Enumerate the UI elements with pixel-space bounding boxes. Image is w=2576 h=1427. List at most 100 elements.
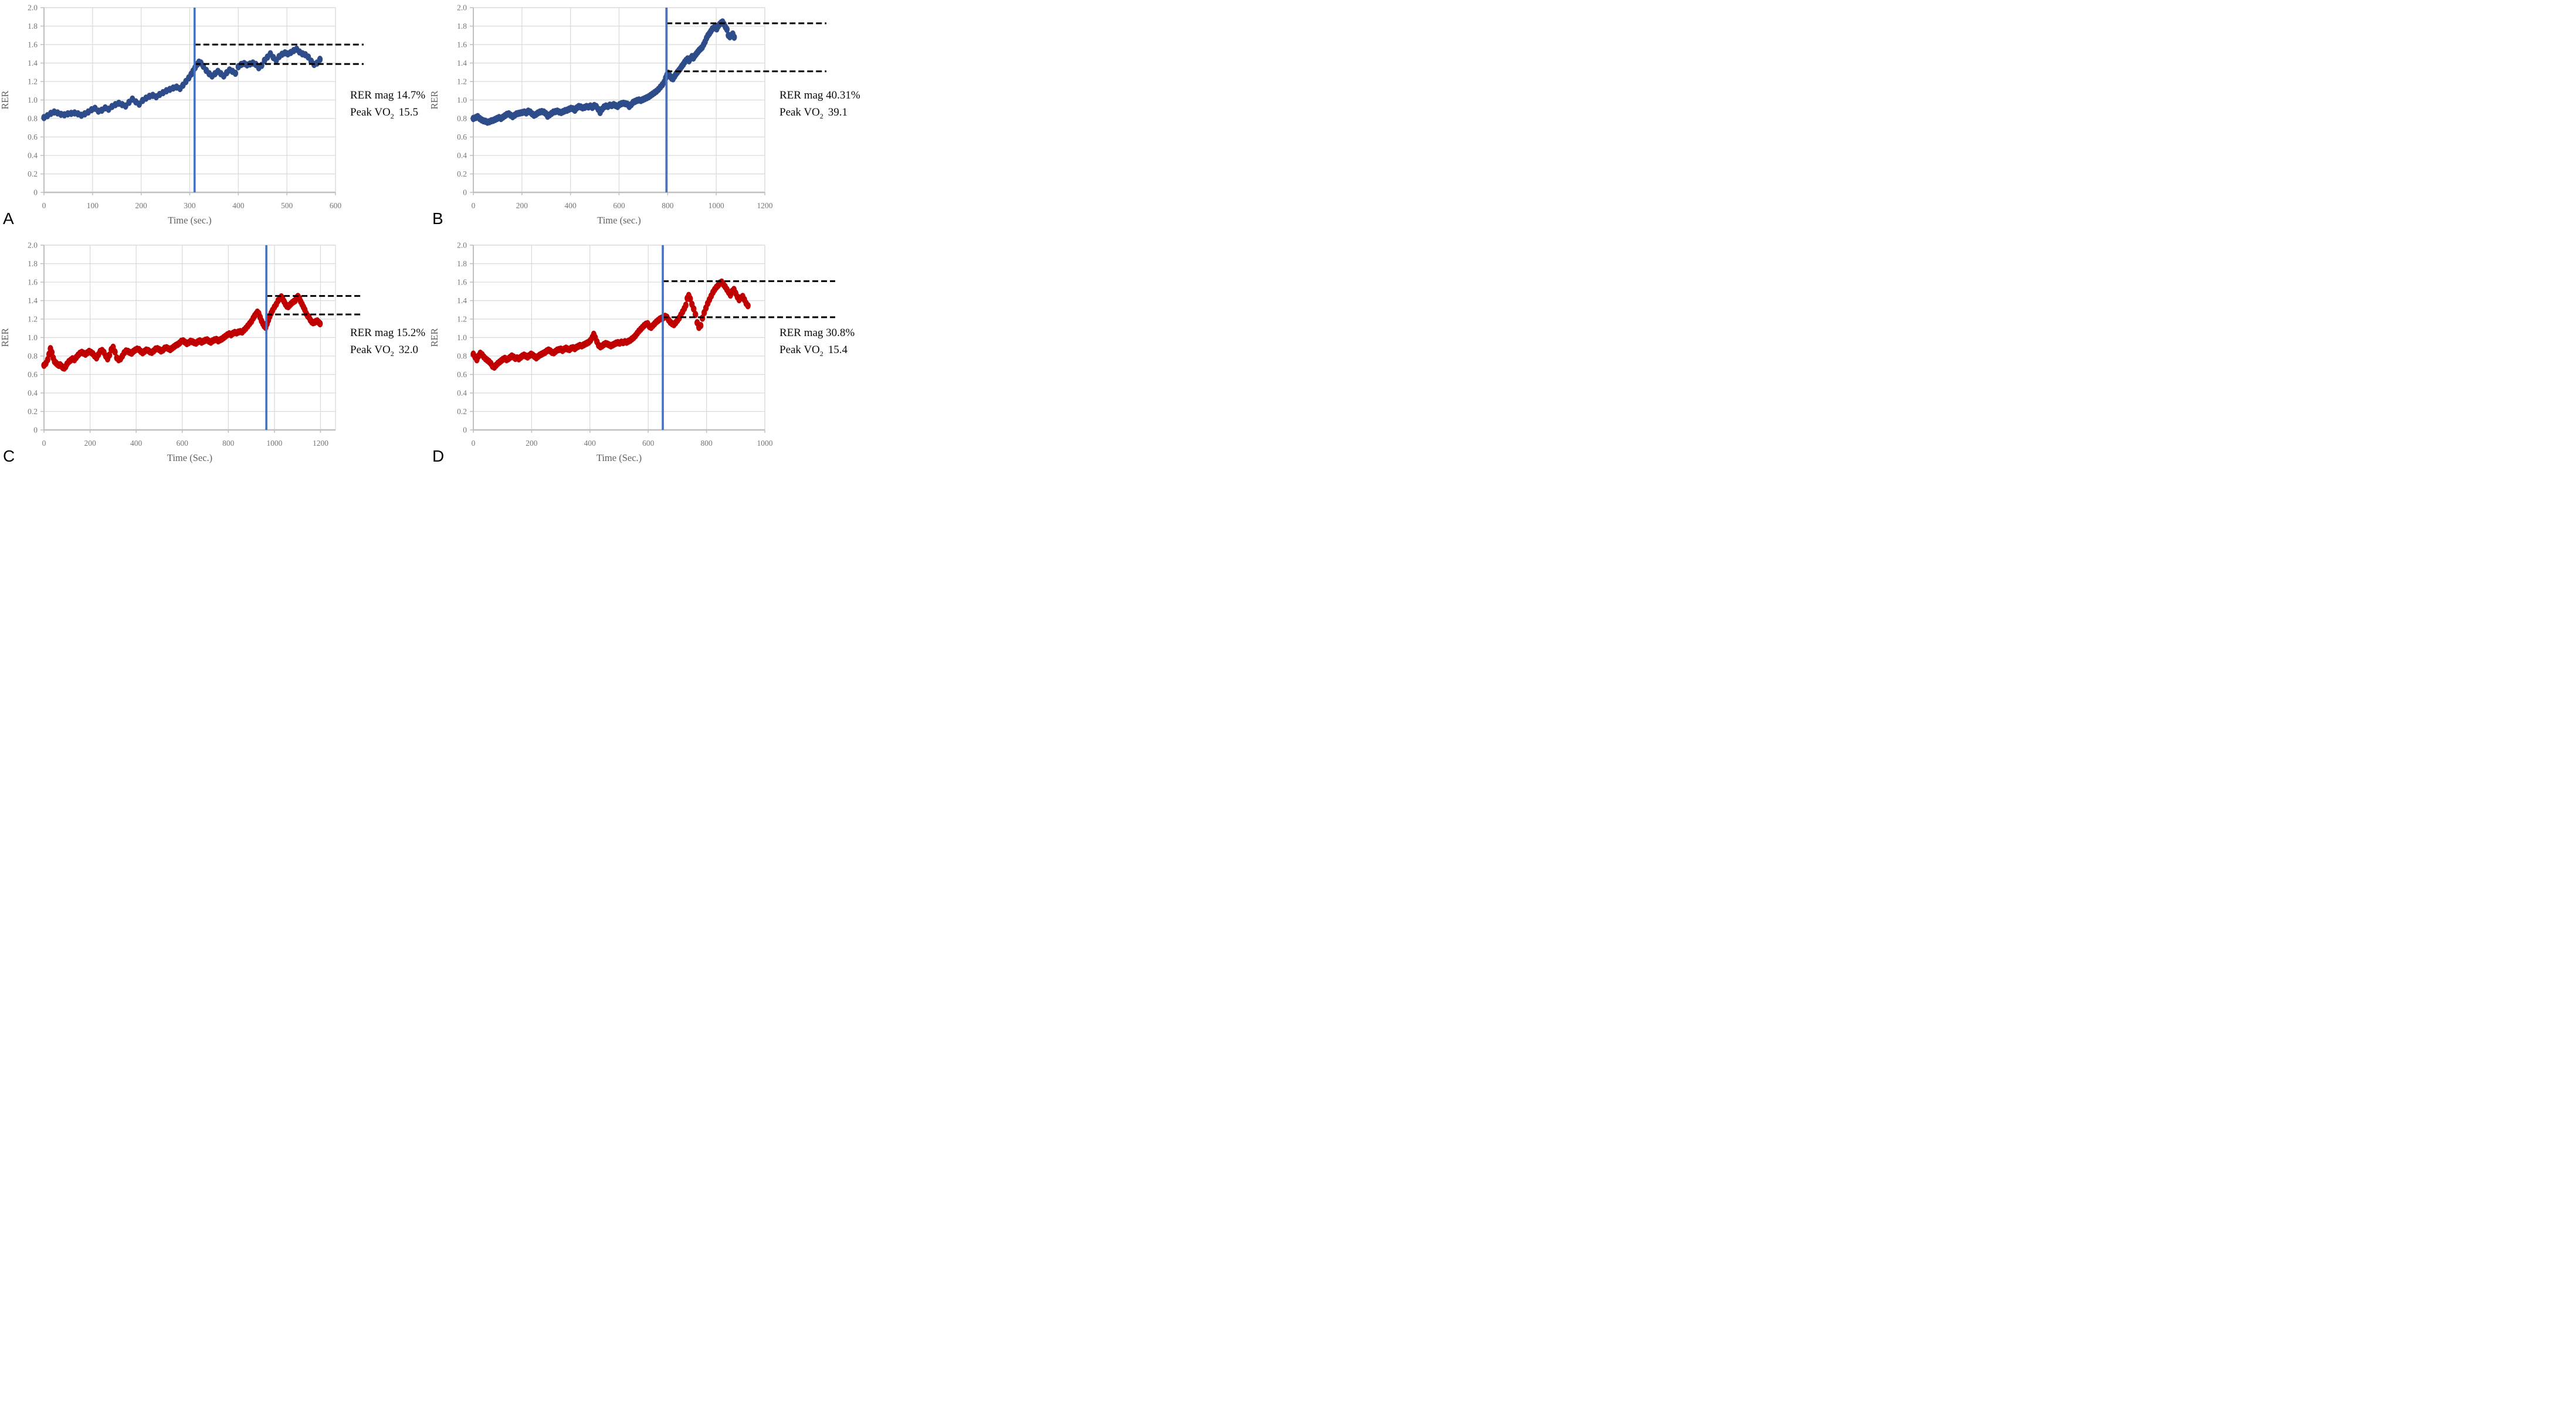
svg-text:400: 400 [584,439,596,448]
svg-text:1.0: 1.0 [457,333,467,342]
svg-text:0.2: 0.2 [28,407,38,416]
svg-text:0: 0 [42,439,46,448]
svg-text:0.4: 0.4 [28,151,38,160]
svg-text:400: 400 [232,201,245,210]
svg-text:1.0: 1.0 [457,96,467,104]
svg-text:RER: RER [429,328,440,347]
svg-text:1.6: 1.6 [28,40,38,49]
panel-letter-b: B [432,209,443,228]
svg-text:1200: 1200 [757,201,773,210]
panel-d: 0 0.2 0.4 0.6 0.8 1.0 1.2 1.4 1.6 1.8 2.0 0 200 400 60… [429,238,859,475]
svg-text:0.8: 0.8 [457,114,467,123]
rer-mag-text: RER mag 30.8% [779,327,855,339]
svg-text:1.8: 1.8 [457,259,467,268]
svg-text:1.0: 1.0 [28,333,38,342]
svg-text:0.4: 0.4 [28,389,38,398]
svg-text:1.6: 1.6 [28,278,38,287]
svg-text:800: 800 [700,439,713,448]
svg-text:1000: 1000 [266,439,282,448]
svg-text:0.2: 0.2 [457,407,467,416]
svg-text:0: 0 [463,426,467,435]
svg-text:500: 500 [281,201,293,210]
svg-text:1.6: 1.6 [457,278,467,287]
svg-text:0: 0 [472,201,476,210]
svg-text:0: 0 [472,439,476,448]
svg-text:1.4: 1.4 [457,296,467,305]
annotation-c: RER mag 15.2% Peak VO2 32.0 [350,325,432,358]
annotation-d: RER mag 30.8% Peak VO2 15.4 [779,325,862,358]
svg-text:600: 600 [642,439,655,448]
peak-vo2-text: Peak VO2 15.5 [350,106,419,120]
peak-vo2-text: Peak VO2 39.1 [779,106,848,120]
svg-text:2.0: 2.0 [457,4,467,12]
svg-text:0: 0 [42,201,46,210]
svg-text:200: 200 [516,201,528,210]
panel-c: 0 0.2 0.4 0.6 0.8 1.0 1.2 1.4 1.6 1.8 2.0 0 200 400 60… [0,238,429,475]
svg-text:0.6: 0.6 [28,370,38,379]
svg-text:0.4: 0.4 [457,151,467,160]
svg-text:1.8: 1.8 [28,22,38,30]
svg-text:0: 0 [33,426,38,435]
svg-text:RER: RER [0,90,11,109]
svg-text:0.8: 0.8 [457,352,467,361]
svg-text:1.4: 1.4 [28,296,38,305]
annotation-b: RER mag 40.31% Peak VO2 39.1 [779,87,862,121]
annotation-a: RER mag 14.7% Peak VO2 15.5 [350,87,432,121]
svg-text:RER: RER [0,328,11,347]
svg-text:1.2: 1.2 [457,315,467,324]
svg-text:2.0: 2.0 [457,241,467,250]
svg-text:400: 400 [130,439,143,448]
scatter-plot-c: 0 0.2 0.4 0.6 0.8 1.0 1.2 1.4 1.6 1.8 2.0 0 200 400 60… [0,241,361,463]
svg-text:0.2: 0.2 [457,170,467,178]
svg-text:2.0: 2.0 [28,241,38,250]
svg-text:200: 200 [135,201,148,210]
svg-text:600: 600 [177,439,189,448]
svg-text:Time (sec.): Time (sec.) [168,215,212,226]
svg-text:600: 600 [330,201,342,210]
rer-mag-text: RER mag 15.2% [350,327,426,339]
svg-text:Time (Sec.): Time (Sec.) [167,452,212,463]
svg-text:Time (Sec.): Time (Sec.) [596,452,642,463]
svg-text:0.8: 0.8 [28,114,38,123]
panel-a: 0 0.2 0.4 0.6 0.8 1.0 1.2 1.4 1.6 1.8 2.0 0 100 200 30… [0,0,429,238]
rer-mag-text: RER mag 40.31% [779,89,860,101]
svg-text:600: 600 [613,201,625,210]
panel-letter-d: D [432,447,445,465]
scatter-plot-d: 0 0.2 0.4 0.6 0.8 1.0 1.2 1.4 1.6 1.8 2.0 0 200 400 60… [429,241,835,463]
svg-text:1200: 1200 [313,439,328,448]
svg-text:0.4: 0.4 [457,389,467,398]
svg-text:1.2: 1.2 [28,315,38,324]
svg-text:0.6: 0.6 [457,370,467,379]
panel-letter-c: C [3,447,15,465]
svg-text:1000: 1000 [757,439,773,448]
svg-text:1.4: 1.4 [457,59,467,67]
svg-text:800: 800 [222,439,235,448]
svg-text:0: 0 [463,188,467,197]
scatter-plot-b: 0 0.2 0.4 0.6 0.8 1.0 1.2 1.4 1.6 1.8 2.0 0 200 400 60… [429,4,826,226]
svg-text:1000: 1000 [709,201,724,210]
svg-text:200: 200 [526,439,538,448]
scatter-plot-a: 0 0.2 0.4 0.6 0.8 1.0 1.2 1.4 1.6 1.8 2.0 0 100 200 30… [0,4,364,226]
rer-mag-text: RER mag 14.7% [350,89,426,101]
svg-text:1.2: 1.2 [28,77,38,86]
panel-b: 0 0.2 0.4 0.6 0.8 1.0 1.2 1.4 1.6 1.8 2.0 0 200 400 60… [429,0,862,238]
svg-text:RER: RER [429,90,440,109]
peak-vo2-text: Peak VO2 32.0 [350,343,419,358]
svg-text:0: 0 [33,188,38,197]
svg-text:400: 400 [565,201,577,210]
svg-text:1.0: 1.0 [28,96,38,104]
svg-text:0.6: 0.6 [28,133,38,141]
svg-text:300: 300 [184,201,196,210]
svg-text:1.8: 1.8 [28,259,38,268]
svg-text:Time (sec.): Time (sec.) [597,215,641,226]
svg-text:0.8: 0.8 [28,352,38,361]
svg-text:0.6: 0.6 [457,133,467,141]
svg-text:2.0: 2.0 [28,4,38,12]
svg-text:1.6: 1.6 [457,40,467,49]
svg-text:200: 200 [84,439,96,448]
svg-text:1.8: 1.8 [457,22,467,30]
svg-text:1.2: 1.2 [457,77,467,86]
svg-text:100: 100 [87,201,99,210]
peak-vo2-text: Peak VO2 15.4 [779,343,848,358]
svg-text:1.4: 1.4 [28,59,38,67]
